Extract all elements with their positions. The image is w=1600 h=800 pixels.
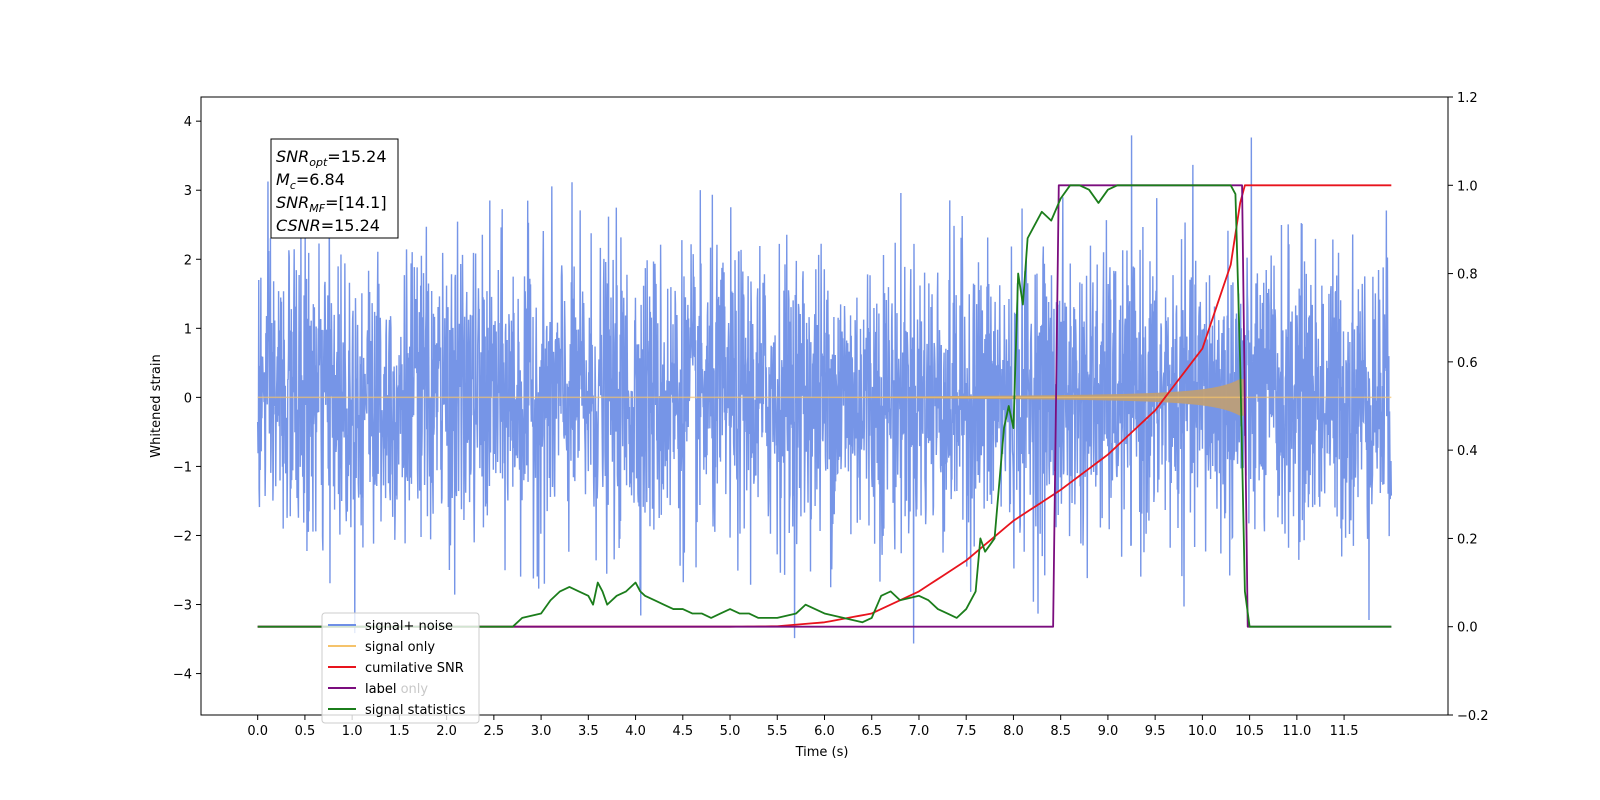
y-tick-label-right: 0.6 <box>1457 356 1478 371</box>
y-tick-label-left: −3 <box>173 599 192 614</box>
legend-label-signal-plus-noise: signal+ noise <box>365 619 453 634</box>
legend-label-label: label <box>365 682 396 697</box>
legend-frame <box>321 612 480 724</box>
y-tick-label-left: −2 <box>173 529 192 544</box>
y-tick-label-left: −1 <box>173 460 192 475</box>
legend-label-signal-only: signal only <box>365 640 435 655</box>
signal-only-series <box>257 378 1392 416</box>
x-tick-label: 4.5 <box>672 724 693 739</box>
x-tick-label: 9.5 <box>1145 724 1166 739</box>
y-axis-left: 4 3 2 1 0 −1 −2 −3 −4 <box>173 115 201 683</box>
x-tick-label: 0.5 <box>295 724 316 739</box>
y-tick-label-left: −4 <box>173 668 192 683</box>
x-tick-label: 7.0 <box>909 724 930 739</box>
annotation-snr-opt: SNRopt=15.24 <box>276 147 387 169</box>
x-tick-label: 1.0 <box>342 724 363 739</box>
x-tick-label: 3.0 <box>531 724 552 739</box>
series-line-signal-plus-noise <box>256 135 1393 644</box>
x-tick-label: 11.0 <box>1282 724 1311 739</box>
x-tick-label: 7.5 <box>956 724 977 739</box>
plot-area <box>200 96 1449 716</box>
legend-label-cumulative-snr: cumilative SNR <box>365 661 464 676</box>
x-tick-label: 2.5 <box>484 724 505 739</box>
annotation-frame <box>270 138 399 239</box>
x-tick-label: 11.5 <box>1330 724 1359 739</box>
x-tick-label: 10.5 <box>1235 724 1264 739</box>
y-tick-label-right: 0.2 <box>1457 532 1478 547</box>
x-tick-label: 4.0 <box>625 724 646 739</box>
y-tick-label-left: 3 <box>184 184 192 199</box>
legend-ghost-label-only: label only <box>365 682 428 697</box>
annotation-snr-mf: SNRMF=[14.1] <box>276 193 387 215</box>
series-line-cumulative-snr <box>257 184 1392 628</box>
y-tick-label-right: 0.4 <box>1457 444 1478 459</box>
x-tick-label: 9.0 <box>1098 724 1119 739</box>
x-tick-label: 5.0 <box>720 724 741 739</box>
y-tick-label-left: 4 <box>184 115 192 130</box>
right-axis-series <box>257 184 1392 628</box>
x-tick-label: 5.5 <box>767 724 788 739</box>
x-tick-label: 6.0 <box>814 724 835 739</box>
y-axis-right: 1.2 1.0 0.8 0.6 0.4 0.2 0.0 −0.2 <box>1448 91 1489 724</box>
legend-label-signal-statistics: signal statistics <box>365 703 466 718</box>
y-axis-label: Whitened strain <box>149 354 164 457</box>
signal-plus-noise-series <box>256 135 1393 644</box>
x-tick-label: 2.0 <box>436 724 457 739</box>
y-tick-label-left: 0 <box>184 391 192 406</box>
annotation-csnr: CSNR=15.24 <box>276 216 380 235</box>
y-tick-label-right: 0.8 <box>1457 268 1478 283</box>
x-tick-label: 6.5 <box>861 724 882 739</box>
x-tick-label: 10.0 <box>1188 724 1217 739</box>
x-tick-label: 8.0 <box>1003 724 1024 739</box>
y-tick-label-right: 1.2 <box>1457 91 1478 106</box>
y-tick-label-right: 0.0 <box>1457 621 1478 636</box>
series-line-signal-statistics <box>257 184 1392 628</box>
y-tick-label-left: 1 <box>184 322 192 337</box>
x-tick-label: 0.0 <box>247 724 268 739</box>
y-tick-label-left: 2 <box>184 253 192 268</box>
legend: signal+ noise signal only cumilative SNR… <box>321 612 480 724</box>
x-tick-label: 3.5 <box>578 724 599 739</box>
annotation-chirp-mass: Mc=6.84 <box>276 170 345 192</box>
x-tick-label: 8.5 <box>1050 724 1071 739</box>
x-axis: 0.0 0.5 1.0 1.5 2.0 2.5 3.0 3.5 4.0 4.5 5.0 5.5 6.0 6… <box>247 715 1359 739</box>
x-axis-label: Time (s) <box>795 745 849 760</box>
annotation-box: SNRopt=15.24 Mc=6.84 SNRMF=[14.1] CSNR=1… <box>270 138 399 239</box>
y-tick-label-right: 1.0 <box>1457 179 1478 194</box>
x-tick-label: 1.5 <box>389 724 410 739</box>
y-tick-label-right: −0.2 <box>1457 709 1489 724</box>
